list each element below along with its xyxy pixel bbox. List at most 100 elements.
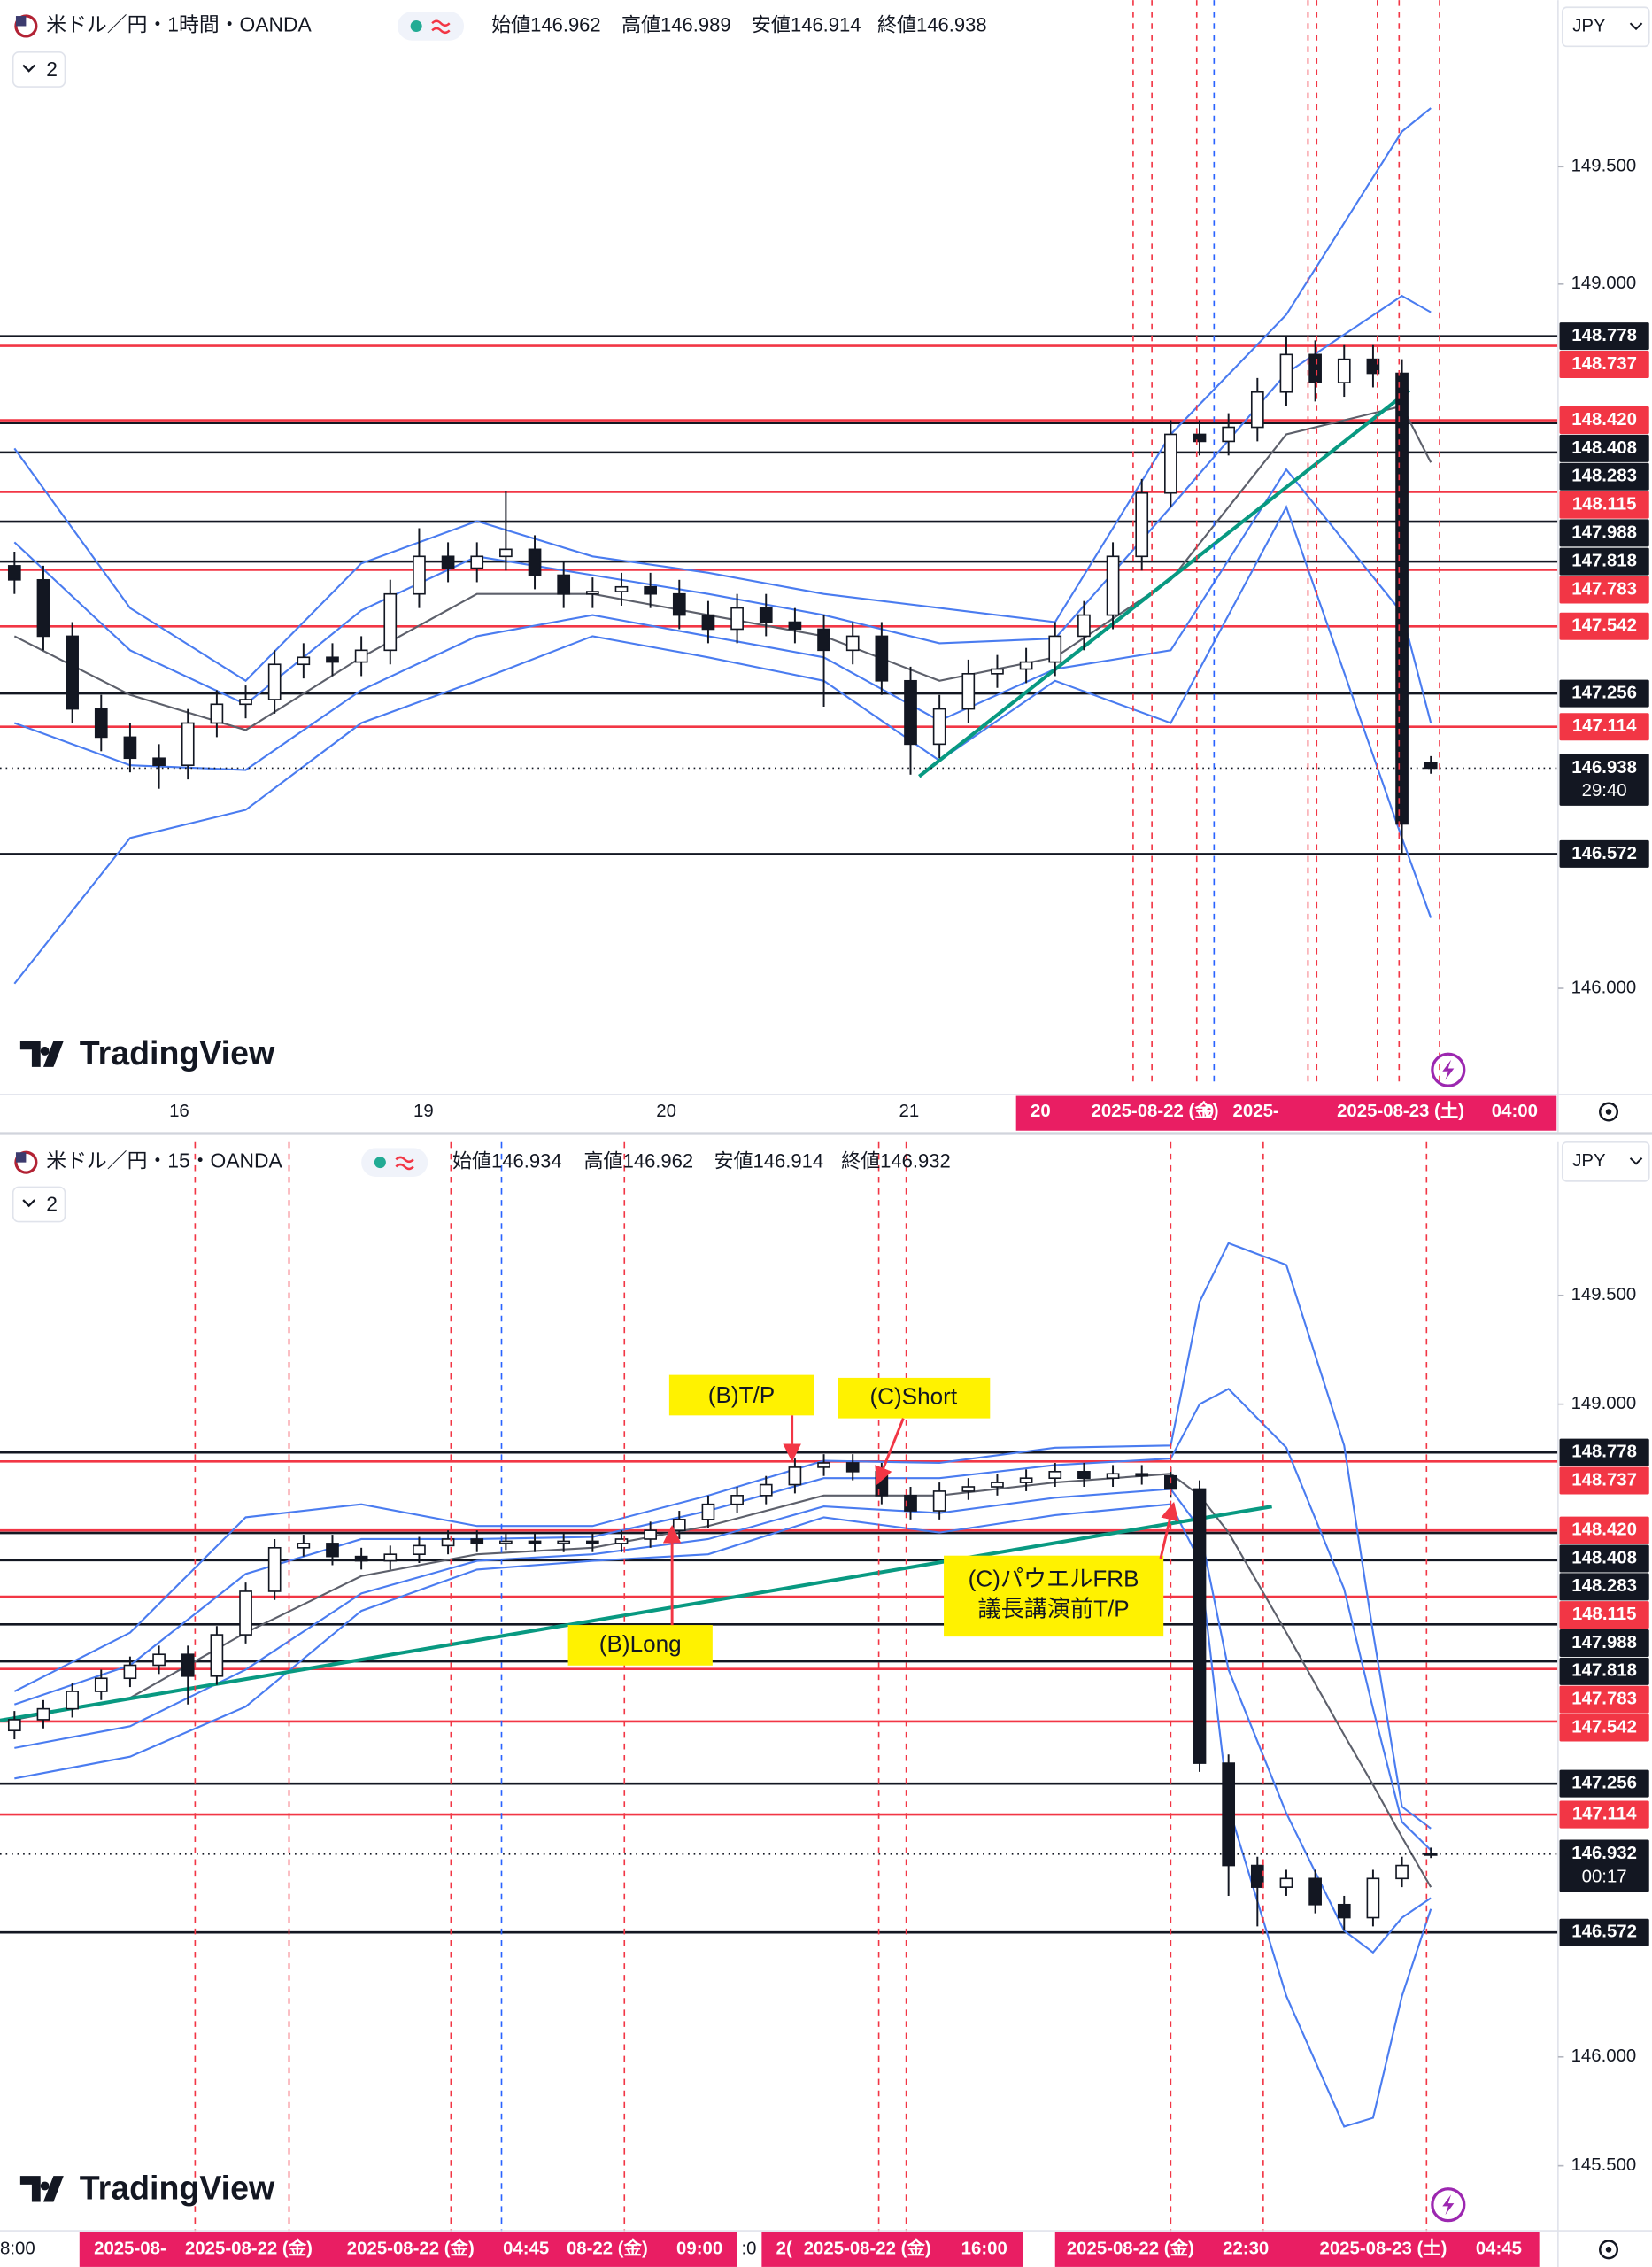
status-dot [374, 1157, 386, 1169]
annotation-text: (C)パウエルFRB [969, 1565, 1139, 1591]
price-label: 148.115 [1572, 1605, 1637, 1624]
price-label: 147.256 [1571, 683, 1637, 702]
time-label: 2025-08-22 (金) [1067, 2238, 1194, 2259]
status-wave [431, 19, 451, 35]
y-tick-label: 149.000 [1571, 274, 1637, 293]
candle-body [1193, 433, 1207, 443]
candle-body [817, 1462, 830, 1468]
chevron [22, 64, 35, 73]
candle-body [1077, 614, 1091, 638]
price-label: 147.783 [1571, 1690, 1637, 1709]
candle-body [672, 592, 686, 616]
price-label-box [1559, 679, 1649, 708]
price-label-box [1559, 576, 1649, 604]
candle-body [788, 1466, 802, 1486]
candle-body [297, 1543, 311, 1549]
candle-body [557, 574, 571, 595]
time-highlight [1054, 2232, 1540, 2267]
currency-label: JPY [1572, 1151, 1606, 1171]
price-label-box [1559, 1466, 1649, 1495]
candle-body [267, 1546, 282, 1592]
candle-body [932, 1490, 946, 1512]
logo-text: TradingView [80, 2169, 275, 2206]
candle-body [36, 578, 50, 638]
alert-bolt [1442, 1059, 1455, 1080]
logo-mark [19, 1041, 64, 1067]
price-label-box [1559, 1769, 1649, 1798]
time-label: 08-22 (金) [567, 2238, 648, 2259]
ohlc-legend: 始値146.962 [491, 13, 601, 35]
currency-selector[interactable] [1561, 6, 1650, 48]
price-label-box [1559, 1544, 1649, 1573]
plot-area [0, 107, 1558, 985]
status-badge[interactable] [397, 12, 465, 41]
time-label: 16:00 [961, 2240, 1007, 2259]
candle-body [644, 585, 657, 595]
settings-icon[interactable] [1599, 2240, 1619, 2260]
last-price-box [1559, 1839, 1649, 1892]
trend-line [918, 389, 1410, 778]
candle-body [326, 656, 339, 663]
candle-body [585, 1540, 599, 1544]
price-label: 148.778 [1571, 326, 1637, 345]
price-label-box [1559, 406, 1649, 435]
annotation-text: (C)Short [869, 1383, 957, 1410]
price-label-box [1559, 713, 1649, 741]
price-axis [1557, 1141, 1652, 2230]
candle-body [1048, 1470, 1062, 1479]
candle-body [413, 1544, 426, 1556]
alert-icon[interactable] [1431, 1052, 1466, 1087]
flag-icon-canton [15, 16, 27, 27]
indicator-count: 2 [46, 58, 58, 81]
candle-body [528, 548, 542, 576]
time-label: :0 [741, 2240, 756, 2259]
indicator-toggle[interactable] [12, 51, 66, 88]
alert-icon[interactable] [1431, 2187, 1466, 2223]
price-label-box [1559, 547, 1649, 576]
price-label: 147.988 [1571, 1633, 1637, 1652]
candle-body [1077, 1470, 1091, 1479]
candle-body [66, 1691, 79, 1710]
x-tick-label: 21 [899, 1102, 920, 1121]
y-tick-label: 146.000 [1571, 978, 1637, 997]
price-label: 147.256 [1571, 1774, 1637, 1793]
price-label-box [1559, 519, 1649, 547]
annotation-box [944, 1555, 1164, 1637]
annotation-box [838, 1377, 991, 1419]
ohlc-legend: 高値146.989 [621, 13, 731, 35]
logo-text: TradingView [80, 1034, 275, 1072]
price-label-box [1559, 462, 1649, 491]
price-label-box [1559, 612, 1649, 640]
candle-body [1048, 635, 1062, 663]
indicator-toggle[interactable] [12, 1186, 66, 1223]
price-label: 147.818 [1571, 1661, 1637, 1681]
time-label: 2025-08-22 (金) [347, 2238, 475, 2259]
candle-body [904, 679, 917, 746]
price-label: 148.778 [1571, 1443, 1637, 1462]
symbol-title: 米ドル／円・1時間・OANDA [46, 13, 312, 36]
annotation-box [567, 1625, 713, 1666]
settings-icon-center [1605, 1109, 1612, 1115]
candle-body [1250, 391, 1264, 429]
ohlc-legend: 終値146.938 [877, 13, 987, 35]
y-tick-label: 149.500 [1571, 157, 1637, 176]
candle-body [1279, 353, 1293, 393]
price-label: 148.737 [1571, 354, 1637, 374]
candle-body [297, 656, 311, 666]
status-badge[interactable] [361, 1148, 428, 1177]
countdown-label: 29:40 [1582, 781, 1627, 801]
settings-icon[interactable] [1599, 1102, 1619, 1122]
price-label: 148.737 [1571, 1470, 1637, 1489]
time-label: 2025-08- [94, 2240, 166, 2259]
currency-selector[interactable] [1561, 1141, 1650, 1182]
candle-body [499, 1540, 513, 1544]
candle-body [326, 1543, 339, 1558]
candle-body [1337, 1903, 1351, 1919]
settings-icon-center [1605, 2247, 1612, 2253]
price-label: 147.783 [1571, 579, 1637, 599]
ohlc-legend: 始値146.934 [452, 1149, 562, 1172]
candle-body [441, 1538, 455, 1547]
candle-body [1222, 1762, 1236, 1867]
candle-body [1308, 1877, 1322, 1906]
indicator-line [13, 468, 1432, 771]
